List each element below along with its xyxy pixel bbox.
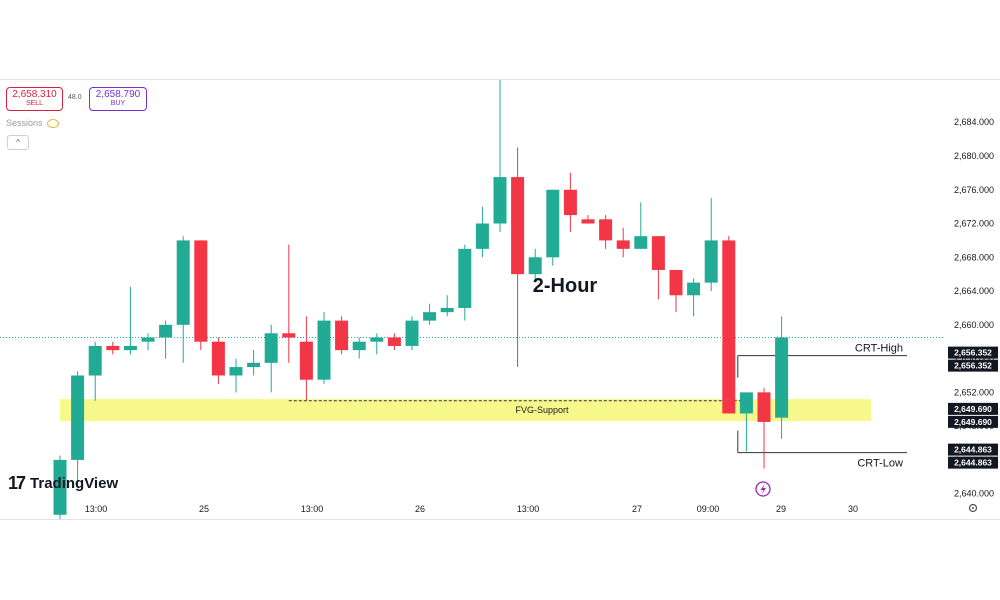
candle[interactable]	[106, 341, 120, 355]
candle[interactable]	[71, 371, 85, 486]
y-axis-tick-label: 2,684.000	[954, 117, 994, 127]
candle[interactable]	[775, 316, 789, 439]
candle[interactable]	[387, 333, 401, 351]
sell-price: 2,658.310	[12, 89, 57, 100]
sell-label: SELL	[25, 100, 44, 107]
candle[interactable]	[722, 236, 736, 414]
candle[interactable]	[739, 392, 753, 452]
y-axis-tick-label: 2,652.000	[954, 387, 994, 397]
price-tag-label: 2,656.352	[954, 348, 992, 358]
sessions-label: Sessions	[6, 118, 43, 128]
candle[interactable]	[563, 172, 577, 232]
y-axis-tick-label: 2,672.000	[954, 219, 994, 229]
candle[interactable]	[229, 358, 243, 393]
y-axis-tick-label: 2,668.000	[954, 252, 994, 262]
sessions-indicator[interactable]: Sessions	[6, 118, 59, 129]
candle[interactable]	[53, 455, 67, 519]
settings-gear-icon[interactable]	[968, 503, 978, 513]
price-tag-label: 2,649.690	[954, 404, 992, 414]
candle[interactable]	[247, 350, 261, 376]
y-axis-tick-label: 2,640.000	[954, 489, 994, 499]
candle[interactable]	[458, 244, 472, 321]
candle[interactable]	[528, 248, 542, 283]
candle[interactable]	[511, 147, 525, 368]
collapse-indicators-button[interactable]: ^	[7, 135, 29, 150]
candle[interactable]	[687, 278, 701, 317]
spread-value: 48.0	[68, 94, 82, 101]
candle[interactable]	[335, 316, 349, 355]
buy-label: BUY	[110, 100, 126, 107]
price-tag-bg	[948, 402, 998, 415]
price-tag-bg	[948, 415, 998, 428]
price-tag-label: 2,644.863	[954, 458, 992, 468]
x-axis-tick-label: 13:00	[301, 504, 324, 514]
visibility-eye-icon[interactable]	[46, 119, 59, 129]
candle[interactable]	[546, 189, 560, 266]
price-tag-bg	[948, 359, 998, 372]
candle[interactable]	[423, 303, 437, 325]
candle[interactable]	[440, 295, 454, 317]
candle[interactable]	[176, 236, 190, 363]
candle[interactable]	[616, 227, 630, 258]
candle[interactable]	[141, 333, 155, 351]
x-axis-tick-label: 13:00	[85, 504, 108, 514]
candle[interactable]	[493, 80, 507, 232]
buy-button[interactable]: 2,658.790 BUY	[89, 87, 147, 111]
price-tag-bg	[948, 456, 998, 469]
x-axis-tick-label: 26	[415, 504, 425, 514]
candle[interactable]	[194, 240, 208, 351]
y-axis-tick-label: 2,676.000	[954, 185, 994, 195]
tradingview-logo: 17 TradingView	[8, 473, 118, 494]
y-axis-tick-label: 2,664.000	[954, 286, 994, 296]
buy-price: 2,658.790	[95, 89, 141, 100]
candle[interactable]	[405, 316, 419, 351]
candle[interactable]	[634, 202, 648, 249]
candle[interactable]	[159, 320, 173, 359]
candle[interactable]	[370, 333, 384, 355]
crt-high-label: CRT-High	[855, 343, 903, 355]
crt-low-label: CRT-Low	[857, 458, 903, 470]
candle[interactable]	[88, 341, 102, 401]
fvg-support-label: FVG-Support	[515, 405, 569, 415]
live-indicator-icon[interactable]	[755, 481, 771, 497]
price-tag-bg	[948, 346, 998, 359]
candle[interactable]	[264, 324, 278, 393]
x-axis-tick-label: 29	[776, 504, 786, 514]
price-tag-label: 2,644.863	[954, 445, 992, 455]
price-tag-label: 2,649.690	[954, 417, 992, 427]
y-axis-tick-label: 2,680.000	[954, 151, 994, 161]
x-axis-tick-label: 27	[632, 504, 642, 514]
x-axis-tick-label: 09:00	[697, 504, 720, 514]
candle[interactable]	[352, 337, 366, 359]
candle[interactable]	[581, 215, 595, 224]
candle[interactable]	[651, 236, 665, 300]
tradingview-mark-icon: 17	[8, 473, 26, 493]
candle[interactable]	[317, 312, 331, 384]
x-axis-tick-label: 30	[848, 504, 858, 514]
price-tag-label: 2,656.352	[954, 361, 992, 371]
candle[interactable]	[475, 206, 489, 258]
x-axis-tick-label: 13:00	[517, 504, 540, 514]
candle[interactable]	[704, 198, 718, 292]
candle[interactable]	[669, 269, 683, 313]
candle[interactable]	[282, 244, 296, 363]
sell-button[interactable]: 2,658.310 SELL	[6, 87, 63, 111]
x-axis-tick-label: 25	[199, 504, 209, 514]
candle[interactable]	[211, 337, 225, 384]
candle[interactable]	[599, 215, 613, 249]
candle[interactable]	[299, 316, 313, 401]
candle[interactable]	[757, 388, 771, 469]
price-tag-bg	[948, 443, 998, 456]
y-axis-tick-label: 2,660.000	[954, 320, 994, 330]
fvg-support-zone	[60, 399, 871, 422]
candle[interactable]	[123, 286, 137, 355]
tradingview-wordmark: TradingView	[30, 475, 119, 492]
chart-title: 2-Hour	[533, 275, 598, 297]
